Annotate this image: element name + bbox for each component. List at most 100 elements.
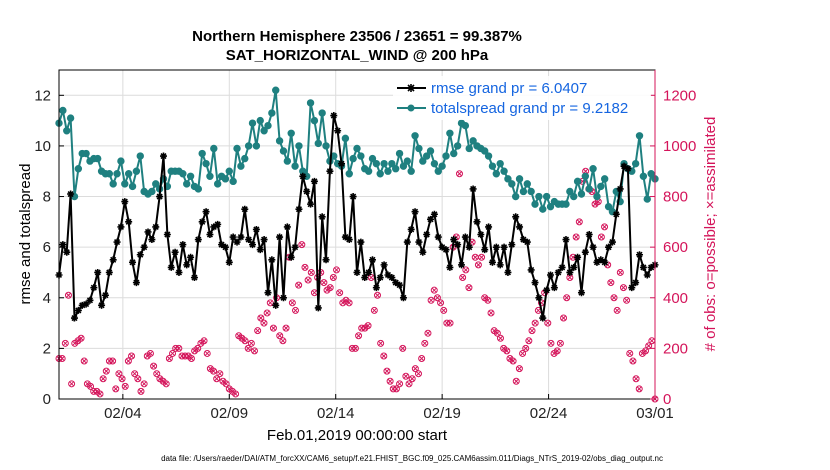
- obs-assimilated-point: [564, 295, 570, 301]
- rmse-point: [477, 231, 485, 238]
- rmse-point: [570, 263, 578, 271]
- obs-assimilated-point: [346, 300, 352, 306]
- spread-point: [442, 152, 450, 160]
- obs-possible-point: [124, 357, 132, 365]
- obs-possible-point: [616, 268, 624, 276]
- spread-point: [492, 170, 501, 178]
- obs-possible-point: [355, 332, 363, 340]
- obs-marker: [607, 279, 615, 287]
- x-tick-label: 02/04: [104, 405, 142, 422]
- y-tick-label-right: 1200: [663, 87, 696, 104]
- legend-marker: [407, 104, 415, 112]
- obs-marker: [626, 349, 634, 357]
- spread-point: [341, 134, 350, 143]
- obs-assimilated-point: [280, 338, 286, 344]
- obs-assimilated-point: [103, 368, 109, 374]
- spread-point: [322, 142, 330, 150]
- rmse-point: [605, 243, 613, 251]
- obs-possible-point: [292, 306, 300, 314]
- spread-point: [438, 162, 446, 170]
- obs-possible-point: [169, 349, 177, 357]
- spread-point: [380, 159, 388, 168]
- obs-marker: [487, 309, 495, 317]
- rmse-point: [612, 210, 620, 218]
- obs-possible-point: [213, 375, 221, 383]
- obs-marker: [279, 337, 287, 345]
- rmse-point: [558, 263, 566, 271]
- obs-assimilated-point: [211, 368, 216, 374]
- spread-point: [546, 202, 555, 211]
- rmse-point: [616, 185, 624, 193]
- obs-marker: [402, 372, 410, 380]
- obs-marker: [619, 284, 627, 292]
- y-axis-right-label: # of obs: o=possible; ×=assimilated: [702, 117, 719, 352]
- spread-point: [484, 152, 493, 160]
- obs-assimilated-point: [261, 320, 267, 326]
- rmse-point: [581, 248, 589, 256]
- obs-marker: [471, 253, 479, 261]
- spread-point: [229, 177, 237, 186]
- obs-marker: [648, 337, 656, 345]
- rmse-point: [399, 294, 407, 302]
- obs-marker: [597, 233, 605, 241]
- rmse-point: [268, 256, 276, 264]
- obs-marker: [525, 337, 533, 345]
- spread-point: [539, 205, 547, 213]
- obs-assimilated-point: [513, 378, 519, 384]
- obs-possible-point: [408, 375, 416, 383]
- obs-marker: [632, 375, 640, 383]
- obs-marker: [493, 329, 501, 337]
- obs-possible-point: [556, 339, 564, 347]
- obs-assimilated-point: [558, 340, 563, 346]
- spread-point: [260, 127, 268, 135]
- spread-point: [570, 192, 578, 201]
- obs-possible-point: [263, 309, 271, 317]
- obs-assimilated-point: [217, 371, 223, 377]
- spread-point: [388, 159, 396, 168]
- obs-possible-point: [484, 296, 492, 304]
- obs-marker: [572, 233, 580, 241]
- obs-possible-point: [383, 367, 391, 375]
- y-tick-label-left: 4: [43, 290, 51, 307]
- obs-marker: [150, 362, 158, 370]
- rmse-point: [326, 167, 334, 175]
- obs-assimilated-point: [151, 363, 156, 369]
- obs-marker: [575, 218, 583, 226]
- obs-assimilated-point: [214, 376, 220, 382]
- obs-assimilated-point: [573, 234, 579, 240]
- obs-marker: [569, 253, 577, 261]
- spread-point: [318, 109, 326, 117]
- obs-assimilated-point: [438, 300, 443, 306]
- rmse-point: [469, 185, 477, 193]
- obs-possible-point: [519, 349, 527, 357]
- obs-assimilated-point: [271, 325, 276, 331]
- obs-assimilated-point: [428, 297, 434, 303]
- spread-point: [59, 106, 67, 115]
- spread-point: [148, 187, 156, 196]
- obs-marker: [118, 375, 126, 383]
- obs-possible-point: [512, 377, 520, 385]
- y-tick-label-right: 0: [663, 391, 671, 408]
- obs-marker: [370, 306, 378, 314]
- obs-marker: [115, 370, 123, 378]
- obs-marker: [522, 344, 530, 352]
- rmse-point: [376, 274, 384, 282]
- obs-assimilated-point: [517, 366, 522, 371]
- rmse-point: [415, 238, 423, 246]
- spread-point: [399, 162, 408, 170]
- rmse-point: [307, 200, 315, 208]
- obs-marker: [128, 352, 136, 360]
- spread-point: [364, 167, 373, 175]
- legend-box: [393, 76, 651, 120]
- obs-possible-point: [645, 342, 653, 350]
- obs-possible-point: [210, 367, 218, 375]
- obs-assimilated-point: [617, 270, 623, 275]
- obs-possible-point: [282, 324, 290, 332]
- rmse-point: [380, 261, 388, 269]
- obs-marker: [251, 347, 259, 355]
- obs-assimilated-point: [599, 234, 604, 240]
- rmse-point: [86, 296, 94, 304]
- obs-possible-point: [364, 322, 372, 330]
- obs-marker: [645, 342, 653, 350]
- obs-assimilated-point: [302, 265, 308, 270]
